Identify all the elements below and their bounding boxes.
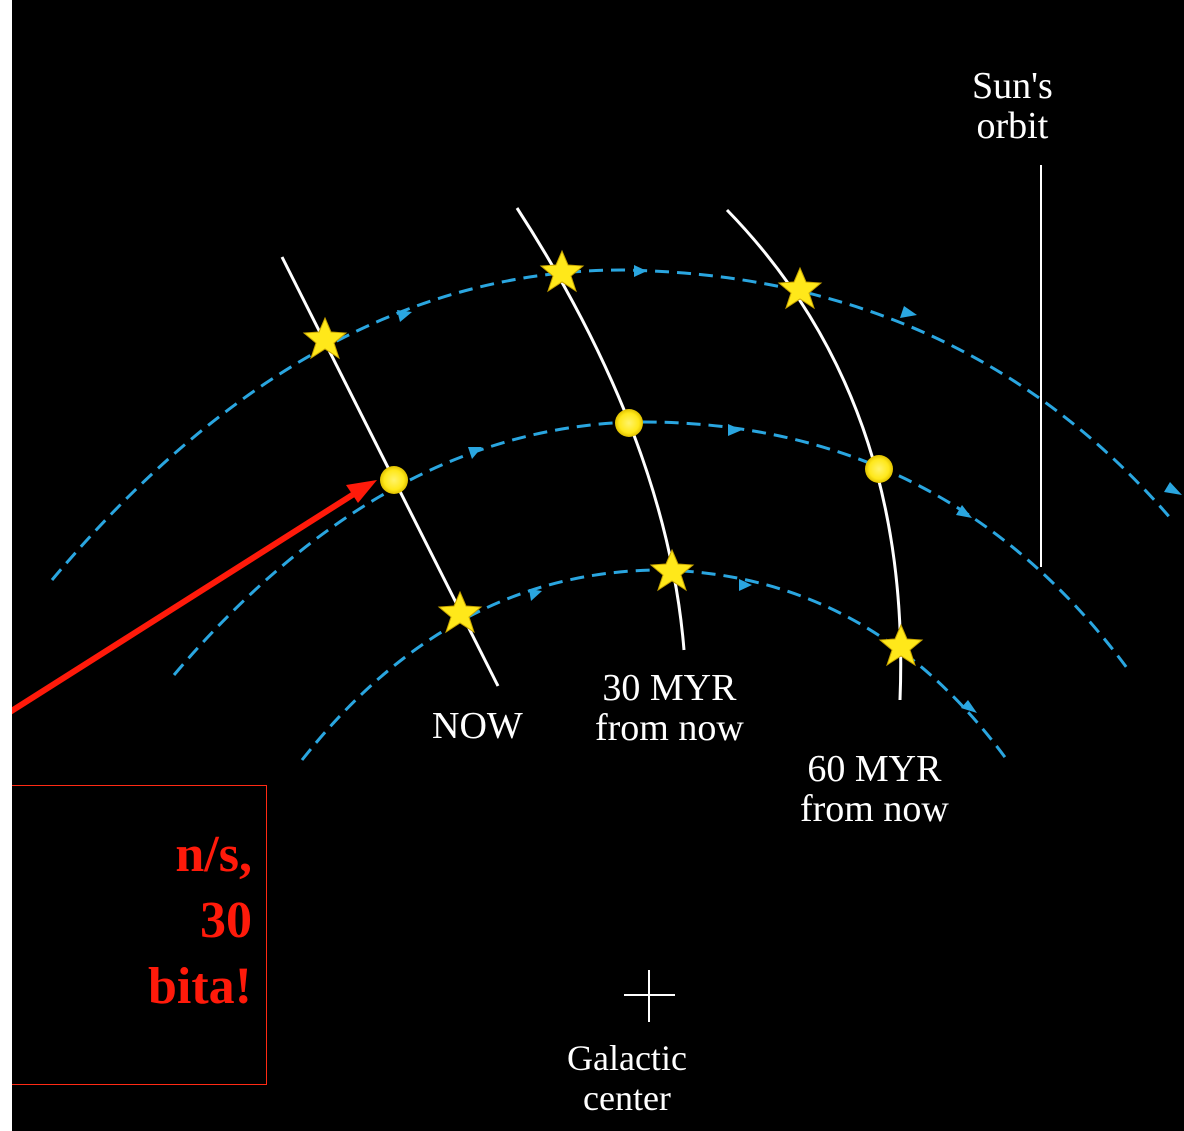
sun-icon <box>865 455 893 483</box>
now-label: NOW <box>432 706 523 746</box>
sun-orbit <box>174 422 1127 675</box>
galactic-center-label-line2: center <box>567 1078 687 1118</box>
arrow-icon <box>468 447 482 459</box>
crosshair-icon <box>624 970 675 1022</box>
suns-orbit-label-line1: Sun's <box>972 66 1053 106</box>
arrow-icon <box>529 589 542 601</box>
sun-icon <box>615 409 643 437</box>
30-myr-label-line1: 30 MYR <box>595 668 744 708</box>
star-icon <box>304 318 346 358</box>
galactic-rotation-diagram: Sun's orbit NOW 30 MYR from now 60 MYR f… <box>12 0 1184 1131</box>
callout-line-3: bita! <box>148 954 252 1020</box>
callout-line-2: 30 <box>148 888 252 954</box>
star-icon <box>651 550 693 590</box>
arrow-icon <box>1164 482 1182 495</box>
sun-icon <box>380 466 408 494</box>
suns-orbit-label: Sun's orbit <box>972 66 1053 146</box>
arrow-icon <box>634 265 647 277</box>
star-icon <box>439 592 481 632</box>
sun-positions <box>380 409 893 494</box>
orbit-direction-arrows <box>397 265 1182 713</box>
30-myr-label: 30 MYR from now <box>595 668 744 748</box>
galactic-center-label-line1: Galactic <box>567 1038 687 1078</box>
arrow-icon <box>397 310 412 322</box>
galactic-center-label: Galactic center <box>567 1038 687 1118</box>
arrow-icon <box>900 306 917 318</box>
arrow-icon <box>961 700 977 713</box>
arrow-icon <box>728 424 742 436</box>
60-myr-label-line2: from now <box>800 789 949 829</box>
outer-orbit <box>52 270 1172 580</box>
callout-arrow <box>12 480 377 717</box>
30-myr-label-line2: from now <box>595 708 744 748</box>
time-line-30 <box>517 208 684 650</box>
60-myr-label-line1: 60 MYR <box>800 749 949 789</box>
60-myr-label: 60 MYR from now <box>800 749 949 829</box>
callout-box: n/s, 30 bita! <box>12 785 267 1085</box>
suns-orbit-label-line2: orbit <box>972 106 1053 146</box>
callout-text: n/s, 30 bita! <box>148 822 252 1020</box>
callout-line-1: n/s, <box>148 822 252 888</box>
